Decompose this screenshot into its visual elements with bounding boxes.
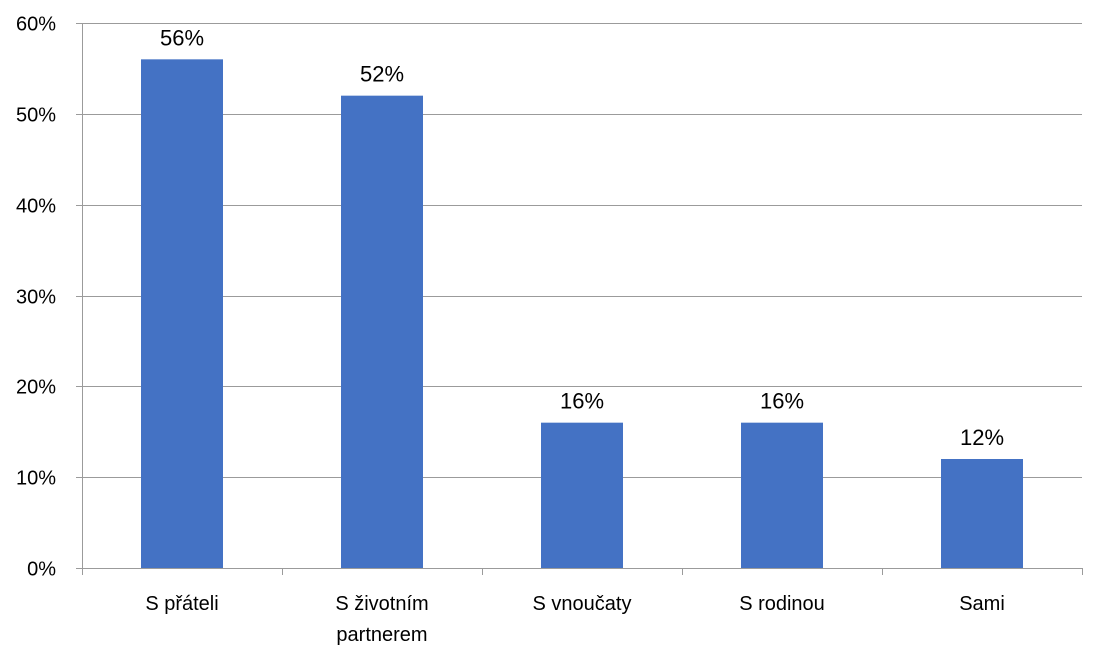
y-tick-label: 50% (16, 105, 56, 127)
bar (941, 459, 1023, 568)
data-label: 16% (560, 389, 604, 414)
x-tick-label: S vnoučaty (533, 593, 632, 615)
y-tick-label: 60% (16, 14, 56, 36)
data-labels: 56% 52% 16% 16% 12% (160, 25, 1004, 450)
bars (141, 59, 1023, 569)
x-axis-tick-labels: S přáteli S životním partnerem S vnoučaty S … (145, 593, 1004, 645)
axes (76, 23, 1083, 575)
gridlines (82, 23, 1082, 478)
data-label: 52% (360, 62, 404, 87)
bar (341, 95, 423, 569)
data-label: 56% (160, 25, 204, 50)
y-tick-label: 30% (16, 287, 56, 309)
x-tick-label: S rodinou (739, 593, 825, 615)
y-tick-label: 20% (16, 377, 56, 399)
bar (741, 422, 823, 568)
data-label: 12% (960, 425, 1004, 450)
x-tick-label: S životním partnerem (335, 593, 428, 645)
y-tick-label: 0% (27, 559, 56, 581)
bar (141, 59, 223, 568)
y-axis-tick-labels: 0% 10% 20% 30% 40% 50% 60% (16, 14, 56, 581)
data-label: 16% (760, 389, 804, 414)
y-tick-label: 40% (16, 196, 56, 218)
y-tick-label: 10% (16, 468, 56, 490)
x-tick-label: Sami (959, 593, 1005, 615)
x-tick-label: S přáteli (145, 593, 218, 615)
bar (541, 422, 623, 568)
